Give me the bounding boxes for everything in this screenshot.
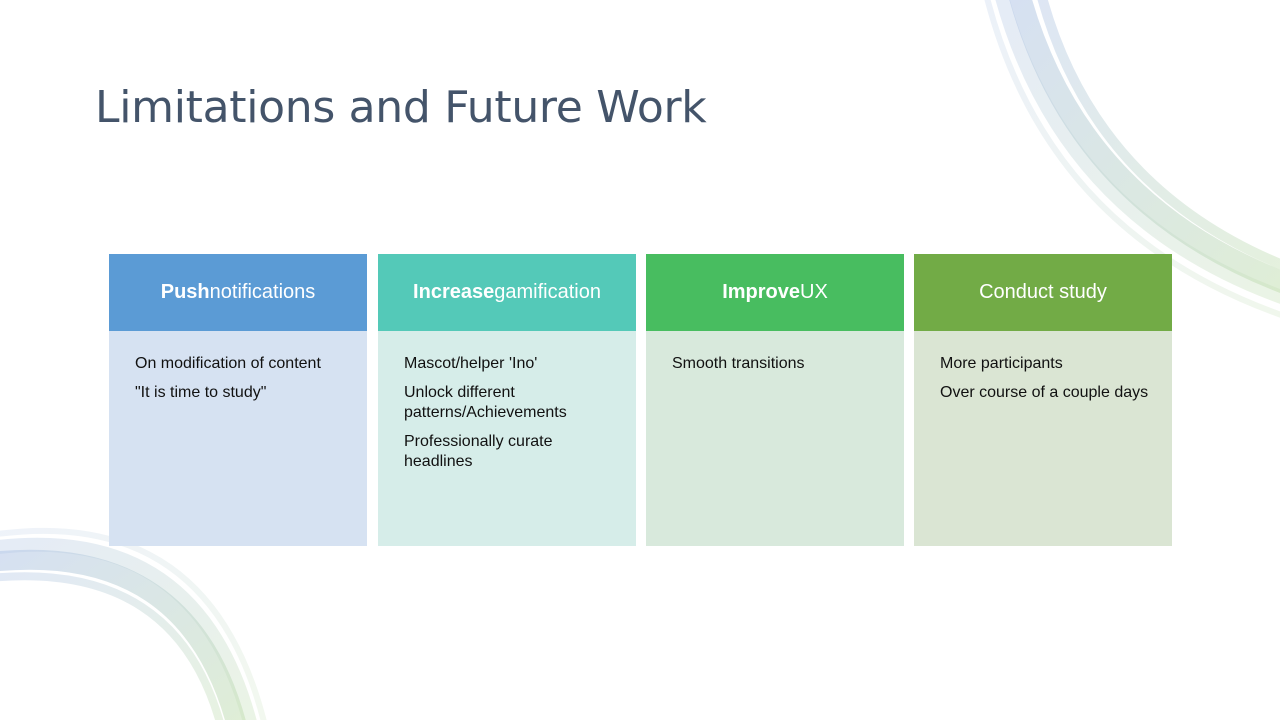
column-body: On modification of content "It is time t… [109, 331, 367, 546]
column-body: More participants Over course of a coupl… [914, 331, 1172, 546]
list-item: Over course of a couple days [940, 384, 1149, 401]
header-bold: Increase [413, 281, 495, 303]
list-item: Unlock different patterns/Achievements [404, 384, 567, 421]
column-body: Smooth transitions [646, 331, 904, 546]
bullet-list: More participants Over course of a coupl… [940, 354, 1152, 403]
bottom-left-arc [0, 527, 267, 720]
bullet-list: Mascot/helper 'Ino' Unlock different pat… [404, 354, 616, 472]
header-text: Conduct study [979, 281, 1107, 303]
bullet-list: Smooth transitions [672, 354, 884, 374]
column-header: Push notifications [109, 254, 367, 331]
column-header: Increase gamification [378, 254, 636, 331]
header-bold: Push [160, 281, 210, 303]
slide-title: Limitations and Future Work [95, 82, 707, 133]
list-item: "It is time to study" [135, 384, 267, 401]
header-bold: Improve [722, 281, 800, 303]
header-text: gamification [494, 281, 601, 303]
header-text: notifications [209, 281, 316, 303]
list-item: On modification of content [135, 355, 321, 372]
column-increase-gamification: Increase gamification Mascot/helper 'Ino… [378, 254, 636, 546]
column-header: Improve UX [646, 254, 904, 331]
column-body: Mascot/helper 'Ino' Unlock different pat… [378, 331, 636, 546]
column-group: Push notifications On modification of co… [109, 254, 1172, 546]
bullet-list: On modification of content "It is time t… [135, 354, 347, 403]
list-item: More participants [940, 355, 1063, 372]
column-push-notifications: Push notifications On modification of co… [109, 254, 367, 546]
header-text: UX [800, 281, 828, 303]
column-conduct-study: Conduct study More participants Over cou… [914, 254, 1172, 546]
column-improve-ux: Improve UX Smooth transitions [646, 254, 904, 546]
list-item: Professionally curate headlines [404, 433, 553, 470]
list-item: Mascot/helper 'Ino' [404, 355, 538, 372]
list-item: Smooth transitions [672, 355, 805, 372]
column-header: Conduct study [914, 254, 1172, 331]
